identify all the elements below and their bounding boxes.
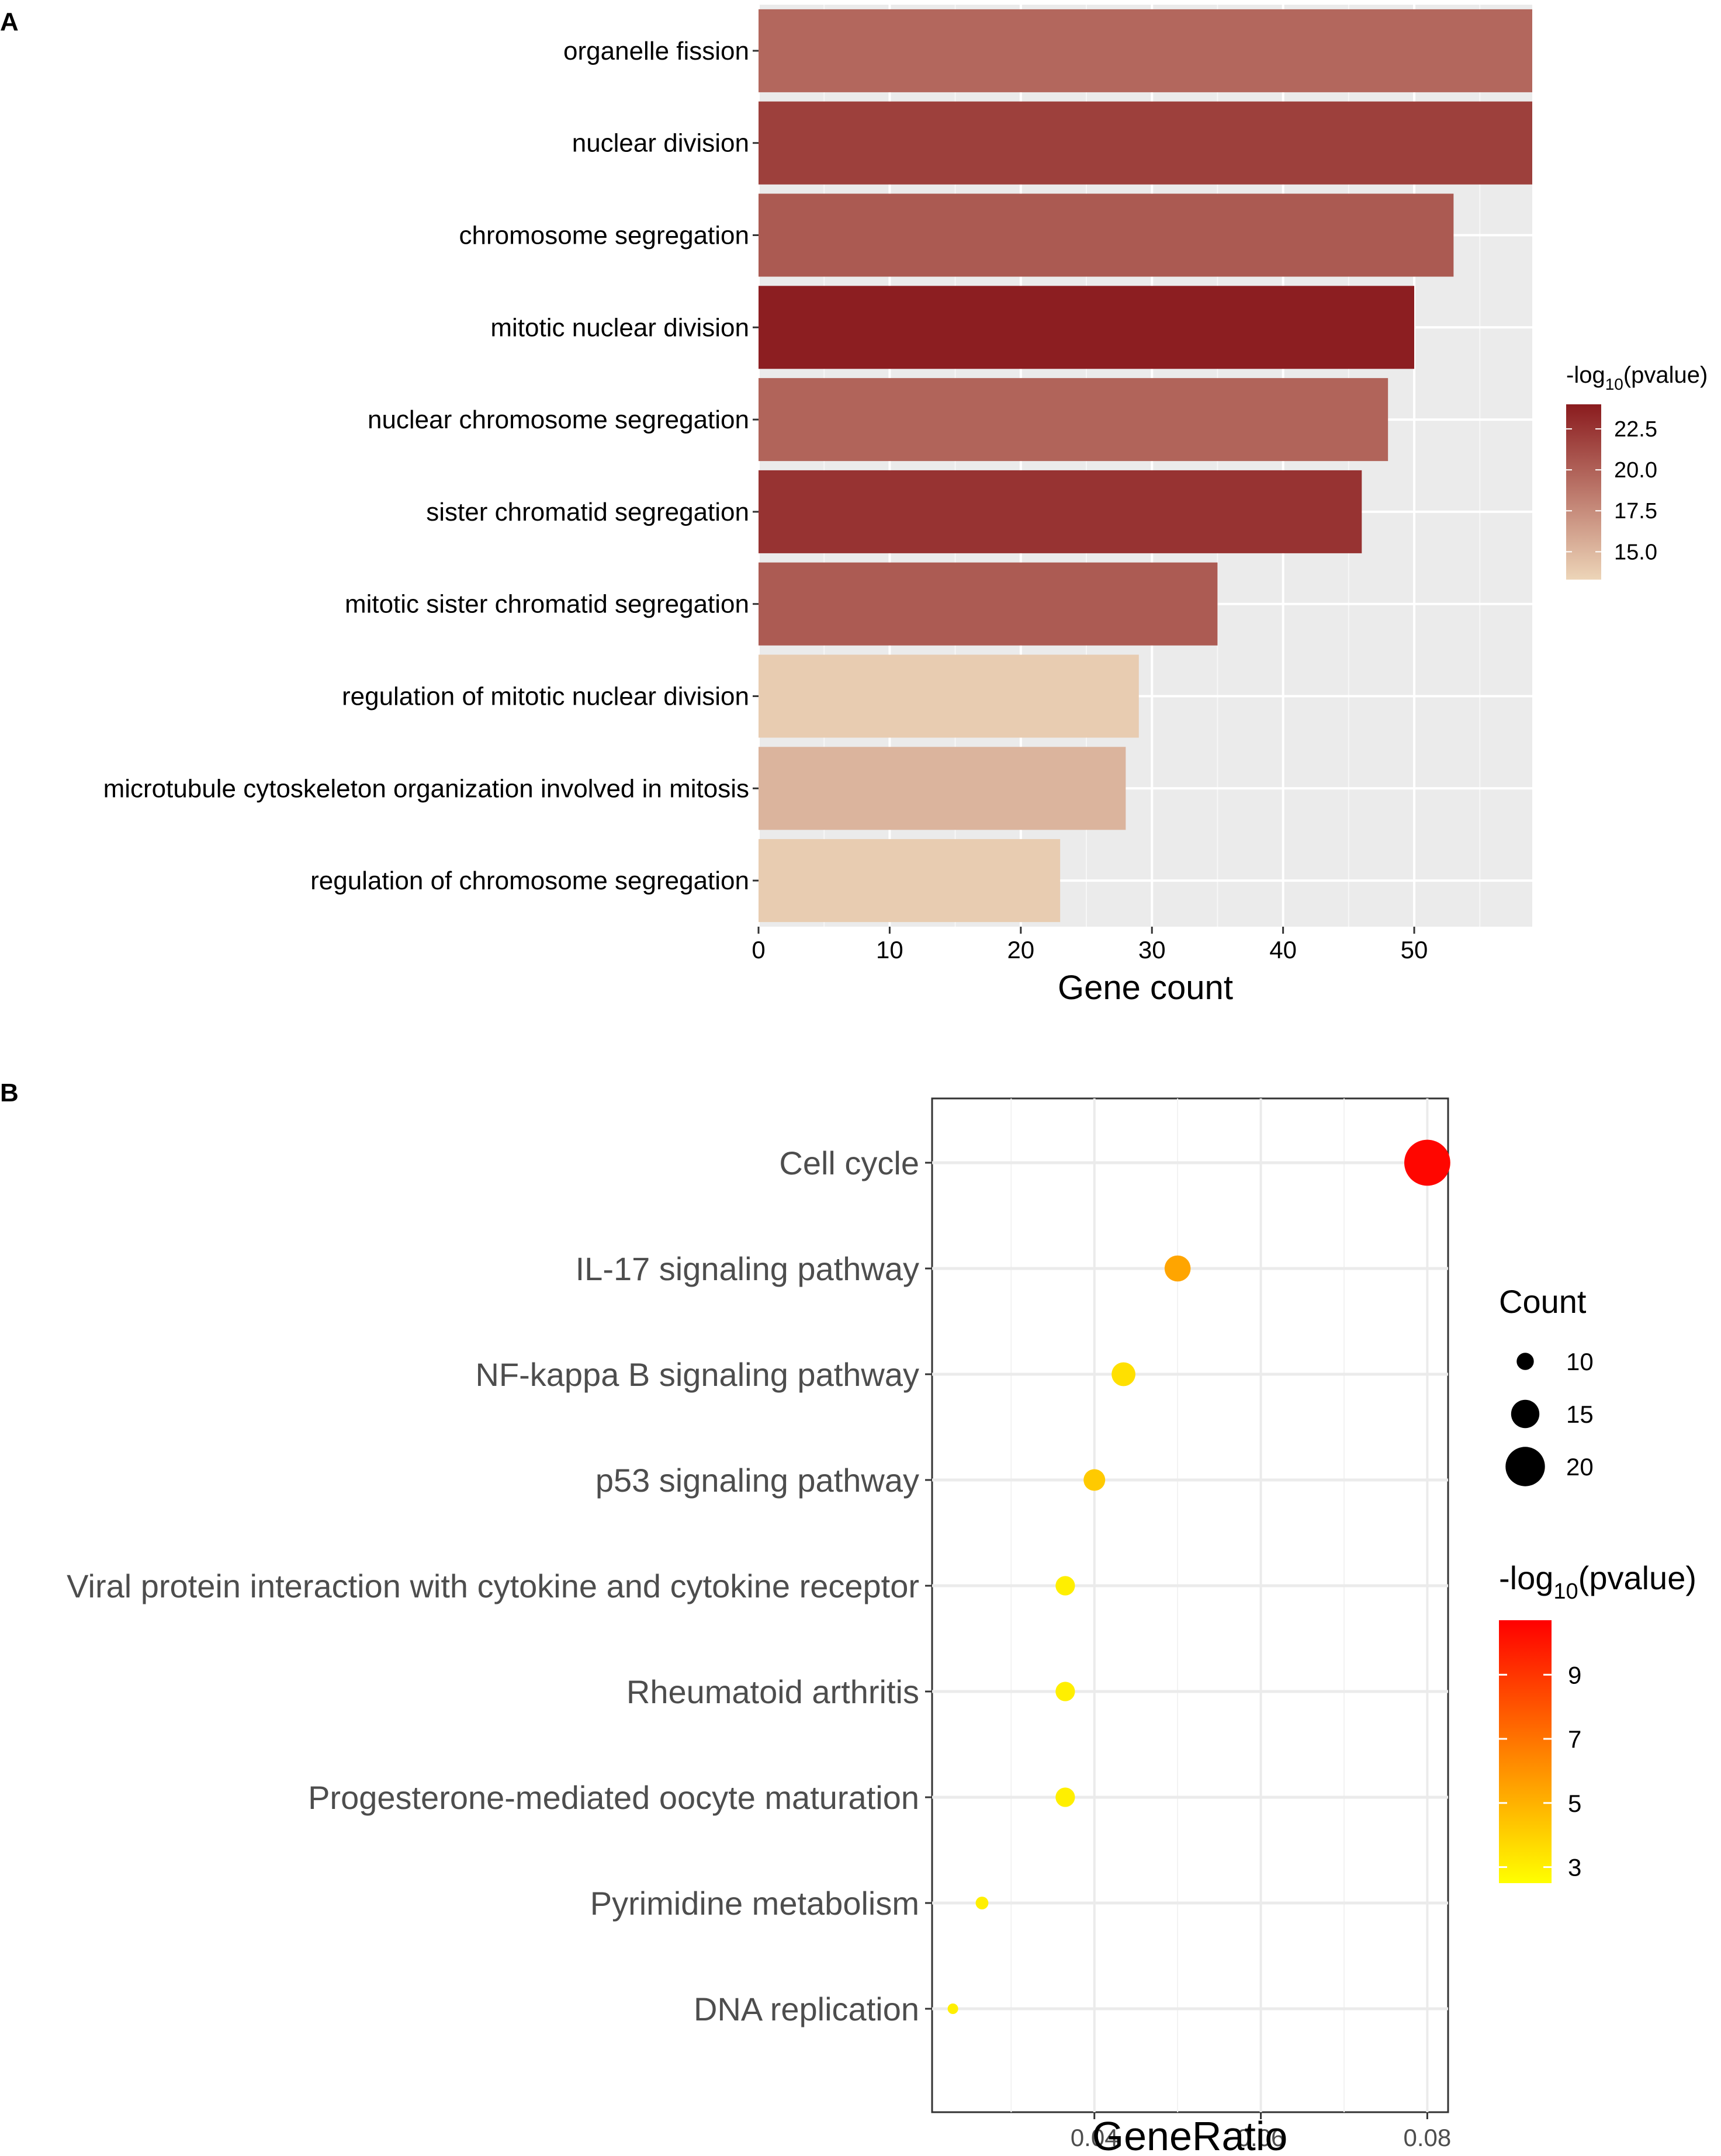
- category-label: organelle fission: [563, 37, 749, 65]
- bar: [759, 193, 1454, 277]
- panel-a-legend-title-sub: 10: [1605, 375, 1623, 393]
- category-label: regulation of chromosome segregation: [310, 866, 749, 895]
- x-tick-label: 10: [876, 936, 903, 963]
- bar: [759, 101, 1532, 185]
- panel-a-colorbar: [1566, 404, 1601, 580]
- bar: [759, 286, 1415, 369]
- category-label: Viral protein interaction with cytokine …: [67, 1568, 919, 1604]
- panel-a-category-labels: organelle fission nuclear division chromos…: [103, 37, 759, 895]
- data-point: [1111, 1362, 1135, 1387]
- panel-b-points: [947, 1139, 1450, 2014]
- x-tick-label: 50: [1401, 936, 1428, 963]
- data-point: [1083, 1469, 1106, 1491]
- category-label: DNA replication: [694, 1991, 919, 2027]
- panel-b-size-legend-title: Count: [1499, 1283, 1587, 1320]
- data-point: [1164, 1255, 1191, 1282]
- category-label: nuclear chromosome segregation: [368, 405, 749, 434]
- category-label: IL-17 signaling pathway: [576, 1250, 919, 1287]
- x-tick-label: 0.04: [1071, 2124, 1119, 2151]
- data-point: [1055, 1787, 1075, 1807]
- panel-a-label: A: [0, 8, 19, 36]
- bar: [759, 470, 1362, 553]
- panel-b-label: B: [0, 1079, 19, 1107]
- legend-tick-label: 15.0: [1614, 540, 1657, 564]
- data-point: [975, 1897, 989, 1909]
- legend-tick-label: 17.5: [1614, 499, 1657, 524]
- panel-b-x-ticks: 0.04 0.06 0.08: [1071, 2112, 1451, 2151]
- panel-b-frame: [931, 1097, 1449, 2113]
- legend-tick-label: 5: [1568, 1790, 1581, 1817]
- bar: [759, 654, 1139, 738]
- panel-b-legend-title-suffix: (pvalue): [1578, 1559, 1696, 1596]
- data-point: [947, 2004, 958, 2014]
- size-legend-dot: [1511, 1399, 1540, 1429]
- category-label: NF-kappa B signaling pathway: [475, 1356, 919, 1393]
- panel-b-grid: [932, 1098, 1448, 2112]
- panel-a-color-legend: -log10(pvalue) 22.5 20.0 17.5 15.0: [1566, 362, 1708, 580]
- size-legend-label: 15: [1566, 1401, 1594, 1428]
- panel-a-bars: [759, 9, 1532, 923]
- legend-tick-label: 20.0: [1614, 458, 1657, 483]
- category-label: Progesterone-mediated oocyte maturation: [308, 1779, 919, 1816]
- x-tick-label: 0.08: [1404, 2124, 1452, 2151]
- panel-b-legend-title-prefix: -log: [1499, 1559, 1553, 1596]
- category-label: nuclear division: [572, 129, 749, 158]
- panel-b-legend-title-sub: 10: [1553, 1579, 1578, 1604]
- category-label: Rheumatoid arthritis: [626, 1673, 919, 1710]
- panel-a-legend-title: -log10(pvalue): [1566, 362, 1708, 393]
- bar: [759, 562, 1218, 646]
- bar: [759, 839, 1061, 923]
- legend-tick-label: 22.5: [1614, 417, 1657, 442]
- x-tick-label: 0: [752, 936, 765, 963]
- panel-b-x-axis-title: GeneRatio: [1092, 2113, 1288, 2156]
- x-tick-label: 40: [1269, 936, 1297, 963]
- size-legend-dot: [1505, 1447, 1545, 1486]
- bar: [759, 9, 1532, 92]
- legend-tick-label: 7: [1568, 1725, 1581, 1753]
- panel-a-legend-title-prefix: -log: [1566, 362, 1605, 388]
- size-legend-dot: [1516, 1353, 1534, 1370]
- legend-tick-label: 9: [1568, 1661, 1581, 1689]
- panel-a-x-ticks: 0 10 20 30 40 50: [752, 927, 1428, 963]
- panel-a-x-axis-title: Gene count: [1058, 969, 1233, 1007]
- bar: [759, 378, 1388, 462]
- category-label: sister chromatid segregation: [426, 498, 749, 526]
- panel-a-legend-title-suffix: (pvalue): [1623, 362, 1708, 388]
- data-point: [1055, 1576, 1075, 1596]
- panel-b-color-legend: -log10(pvalue) 9 7 5 3: [1499, 1559, 1696, 1883]
- panel-b-colorbar: [1499, 1620, 1552, 1883]
- category-label: mitotic sister chromatid segregation: [345, 590, 749, 619]
- size-legend-label: 20: [1566, 1453, 1594, 1481]
- x-tick-label: 0.06: [1237, 2124, 1285, 2151]
- category-label: microtubule cytoskeleton organization in…: [103, 774, 749, 803]
- category-label: p53 signaling pathway: [595, 1462, 919, 1499]
- legend-tick-label: 3: [1568, 1854, 1581, 1881]
- category-label: mitotic nuclear division: [490, 313, 749, 342]
- category-label: chromosome segregation: [459, 221, 749, 250]
- category-label: Pyrimidine metabolism: [590, 1885, 919, 1922]
- category-label: regulation of mitotic nuclear division: [342, 682, 749, 711]
- bar: [759, 747, 1126, 830]
- panel-b-category-labels: Cell cycle IL-17 signaling pathway NF-kapp…: [67, 1145, 932, 2027]
- category-label: Cell cycle: [779, 1145, 919, 1181]
- x-tick-label: 20: [1007, 936, 1034, 963]
- size-legend-label: 10: [1566, 1348, 1594, 1375]
- panel-b-size-legend: Count 10 15 20: [1499, 1283, 1594, 1486]
- data-point: [1055, 1682, 1075, 1701]
- panel-b-color-legend-title: -log10(pvalue): [1499, 1559, 1696, 1604]
- x-tick-label: 30: [1138, 936, 1166, 963]
- data-point: [1404, 1139, 1450, 1186]
